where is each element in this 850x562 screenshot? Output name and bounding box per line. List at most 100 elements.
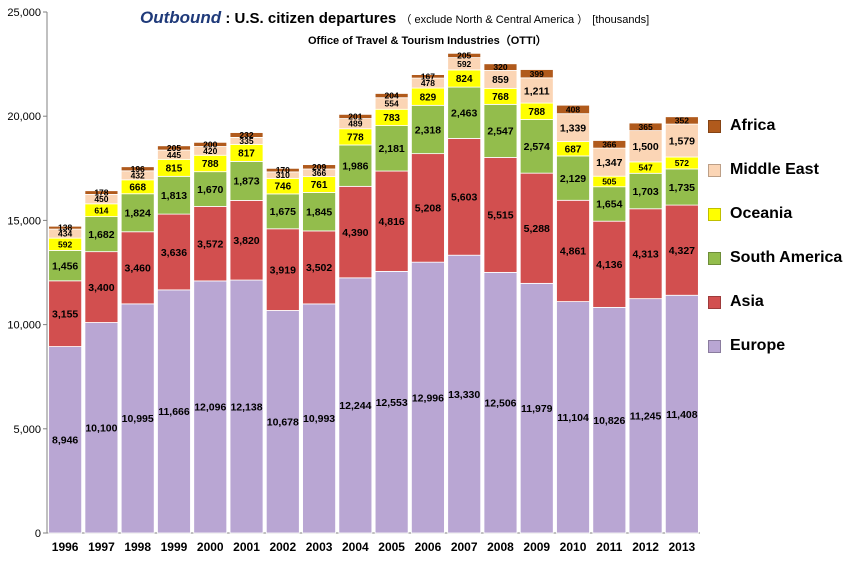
legend-swatch (708, 295, 721, 309)
bar-segment-asia (411, 153, 445, 263)
x-tick-label: 2004 (342, 540, 369, 554)
data-label: 11,408 (666, 409, 698, 421)
bar-segment-south-america (120, 193, 155, 233)
data-label: 196 (131, 164, 145, 174)
data-label: 1,211 (524, 85, 550, 97)
data-label: 3,155 (52, 308, 78, 320)
data-label: 4,327 (669, 245, 695, 257)
x-tick-label: 2007 (451, 540, 478, 554)
bar-segment-south-america (229, 161, 264, 201)
data-label: 1,845 (306, 206, 332, 218)
data-label: 5,288 (524, 223, 550, 235)
x-tick-label: 1997 (88, 540, 115, 554)
x-tick-label: 2001 (233, 540, 260, 554)
bar-segment-south-america (48, 250, 83, 282)
bar-segment-africa (84, 190, 119, 195)
data-label: 408 (566, 105, 580, 115)
chart-subtitle: Office of Travel & Tourism Industries（OT… (308, 35, 547, 47)
data-label: 352 (675, 115, 689, 125)
data-label: 788 (528, 107, 545, 118)
data-label: 1,670 (197, 184, 223, 196)
bar-segment-europe (374, 270, 409, 534)
bar-segment-asia (193, 206, 228, 282)
x-tick-label: 2000 (197, 540, 224, 554)
data-label: 434 (58, 229, 72, 239)
bar-segment-africa (229, 132, 264, 138)
data-label: 592 (58, 239, 72, 249)
bar-segment-asia (229, 200, 264, 281)
data-label: 10,678 (267, 417, 299, 429)
data-label: 489 (348, 119, 362, 129)
bar-segment-asia (556, 199, 590, 302)
bar-segment-africa (447, 52, 482, 58)
x-tick-label: 1998 (124, 540, 151, 554)
data-label: 788 (202, 159, 219, 170)
legend-label: South America (730, 249, 843, 266)
data-label: 1,682 (88, 229, 114, 241)
x-tick-label: 1996 (52, 540, 79, 554)
x-tick-label: 2008 (487, 540, 514, 554)
data-label: 12,996 (412, 392, 444, 404)
bar-segment-europe (628, 298, 663, 534)
bar-segment-middle-east (628, 130, 663, 163)
data-label: 1,675 (270, 206, 296, 218)
bar-segment-africa (193, 141, 228, 147)
data-label: 2,463 (451, 108, 477, 120)
data-label: 366 (602, 139, 616, 149)
bar-segment-south-america (302, 192, 336, 232)
data-label: 768 (492, 92, 509, 103)
chart-title: Outbound : U.S. citizen departures （ exc… (140, 8, 649, 28)
data-label: 3,400 (88, 282, 114, 294)
bar-stack-2008: 12,506 5,515 2,547 768 859 320 (483, 62, 518, 534)
bar-stack-2012: 11,245 4,313 1,703 547 1,500 365 (628, 122, 663, 534)
legend-item-south-america: South America (708, 236, 848, 280)
data-label: 746 (274, 182, 291, 193)
x-tick-label: 2013 (669, 540, 696, 554)
data-label: 572 (675, 158, 689, 168)
x-tick-label: 2005 (378, 540, 405, 554)
y-tick-label: 10,000 (7, 320, 41, 332)
data-label: 4,390 (342, 227, 368, 239)
data-label: 1,873 (233, 176, 259, 188)
data-label: 614 (94, 205, 108, 215)
bar-segment-africa (265, 167, 300, 173)
data-label: 2,181 (378, 143, 404, 155)
bar-stack-2009: 11,979 5,288 2,574 788 1,211 399 (519, 69, 554, 534)
data-label: 366 (312, 168, 326, 178)
data-label: 687 (565, 144, 582, 155)
data-label: 2,547 (487, 126, 513, 138)
data-label: 1,339 (560, 122, 586, 134)
data-label: 167 (421, 71, 435, 81)
legend-swatch (708, 119, 721, 133)
bar-segment-south-america (338, 144, 373, 187)
bar-segment-south-america (265, 193, 300, 230)
bar-segment-africa (628, 122, 663, 132)
data-label: 365 (638, 122, 652, 132)
data-label: 2,318 (415, 124, 441, 136)
bar-segment-europe (592, 306, 627, 534)
data-label: 335 (239, 136, 253, 146)
data-label: 4,861 (560, 246, 586, 258)
bar-segment-south-america (193, 171, 228, 207)
bar-segment-europe (447, 254, 482, 534)
data-label: 478 (421, 78, 435, 88)
bar-segment-europe (556, 301, 590, 534)
legend-label: Europe (730, 337, 786, 354)
legend-item-europe: Europe (708, 324, 848, 368)
data-label: 310 (276, 170, 290, 180)
data-label: 205 (167, 143, 181, 153)
data-label: 12,506 (484, 397, 516, 409)
data-label: 420 (203, 146, 217, 156)
bar-segment-africa (592, 140, 627, 149)
data-label: 1,824 (125, 208, 151, 220)
legend-label: Oceania (730, 205, 793, 222)
